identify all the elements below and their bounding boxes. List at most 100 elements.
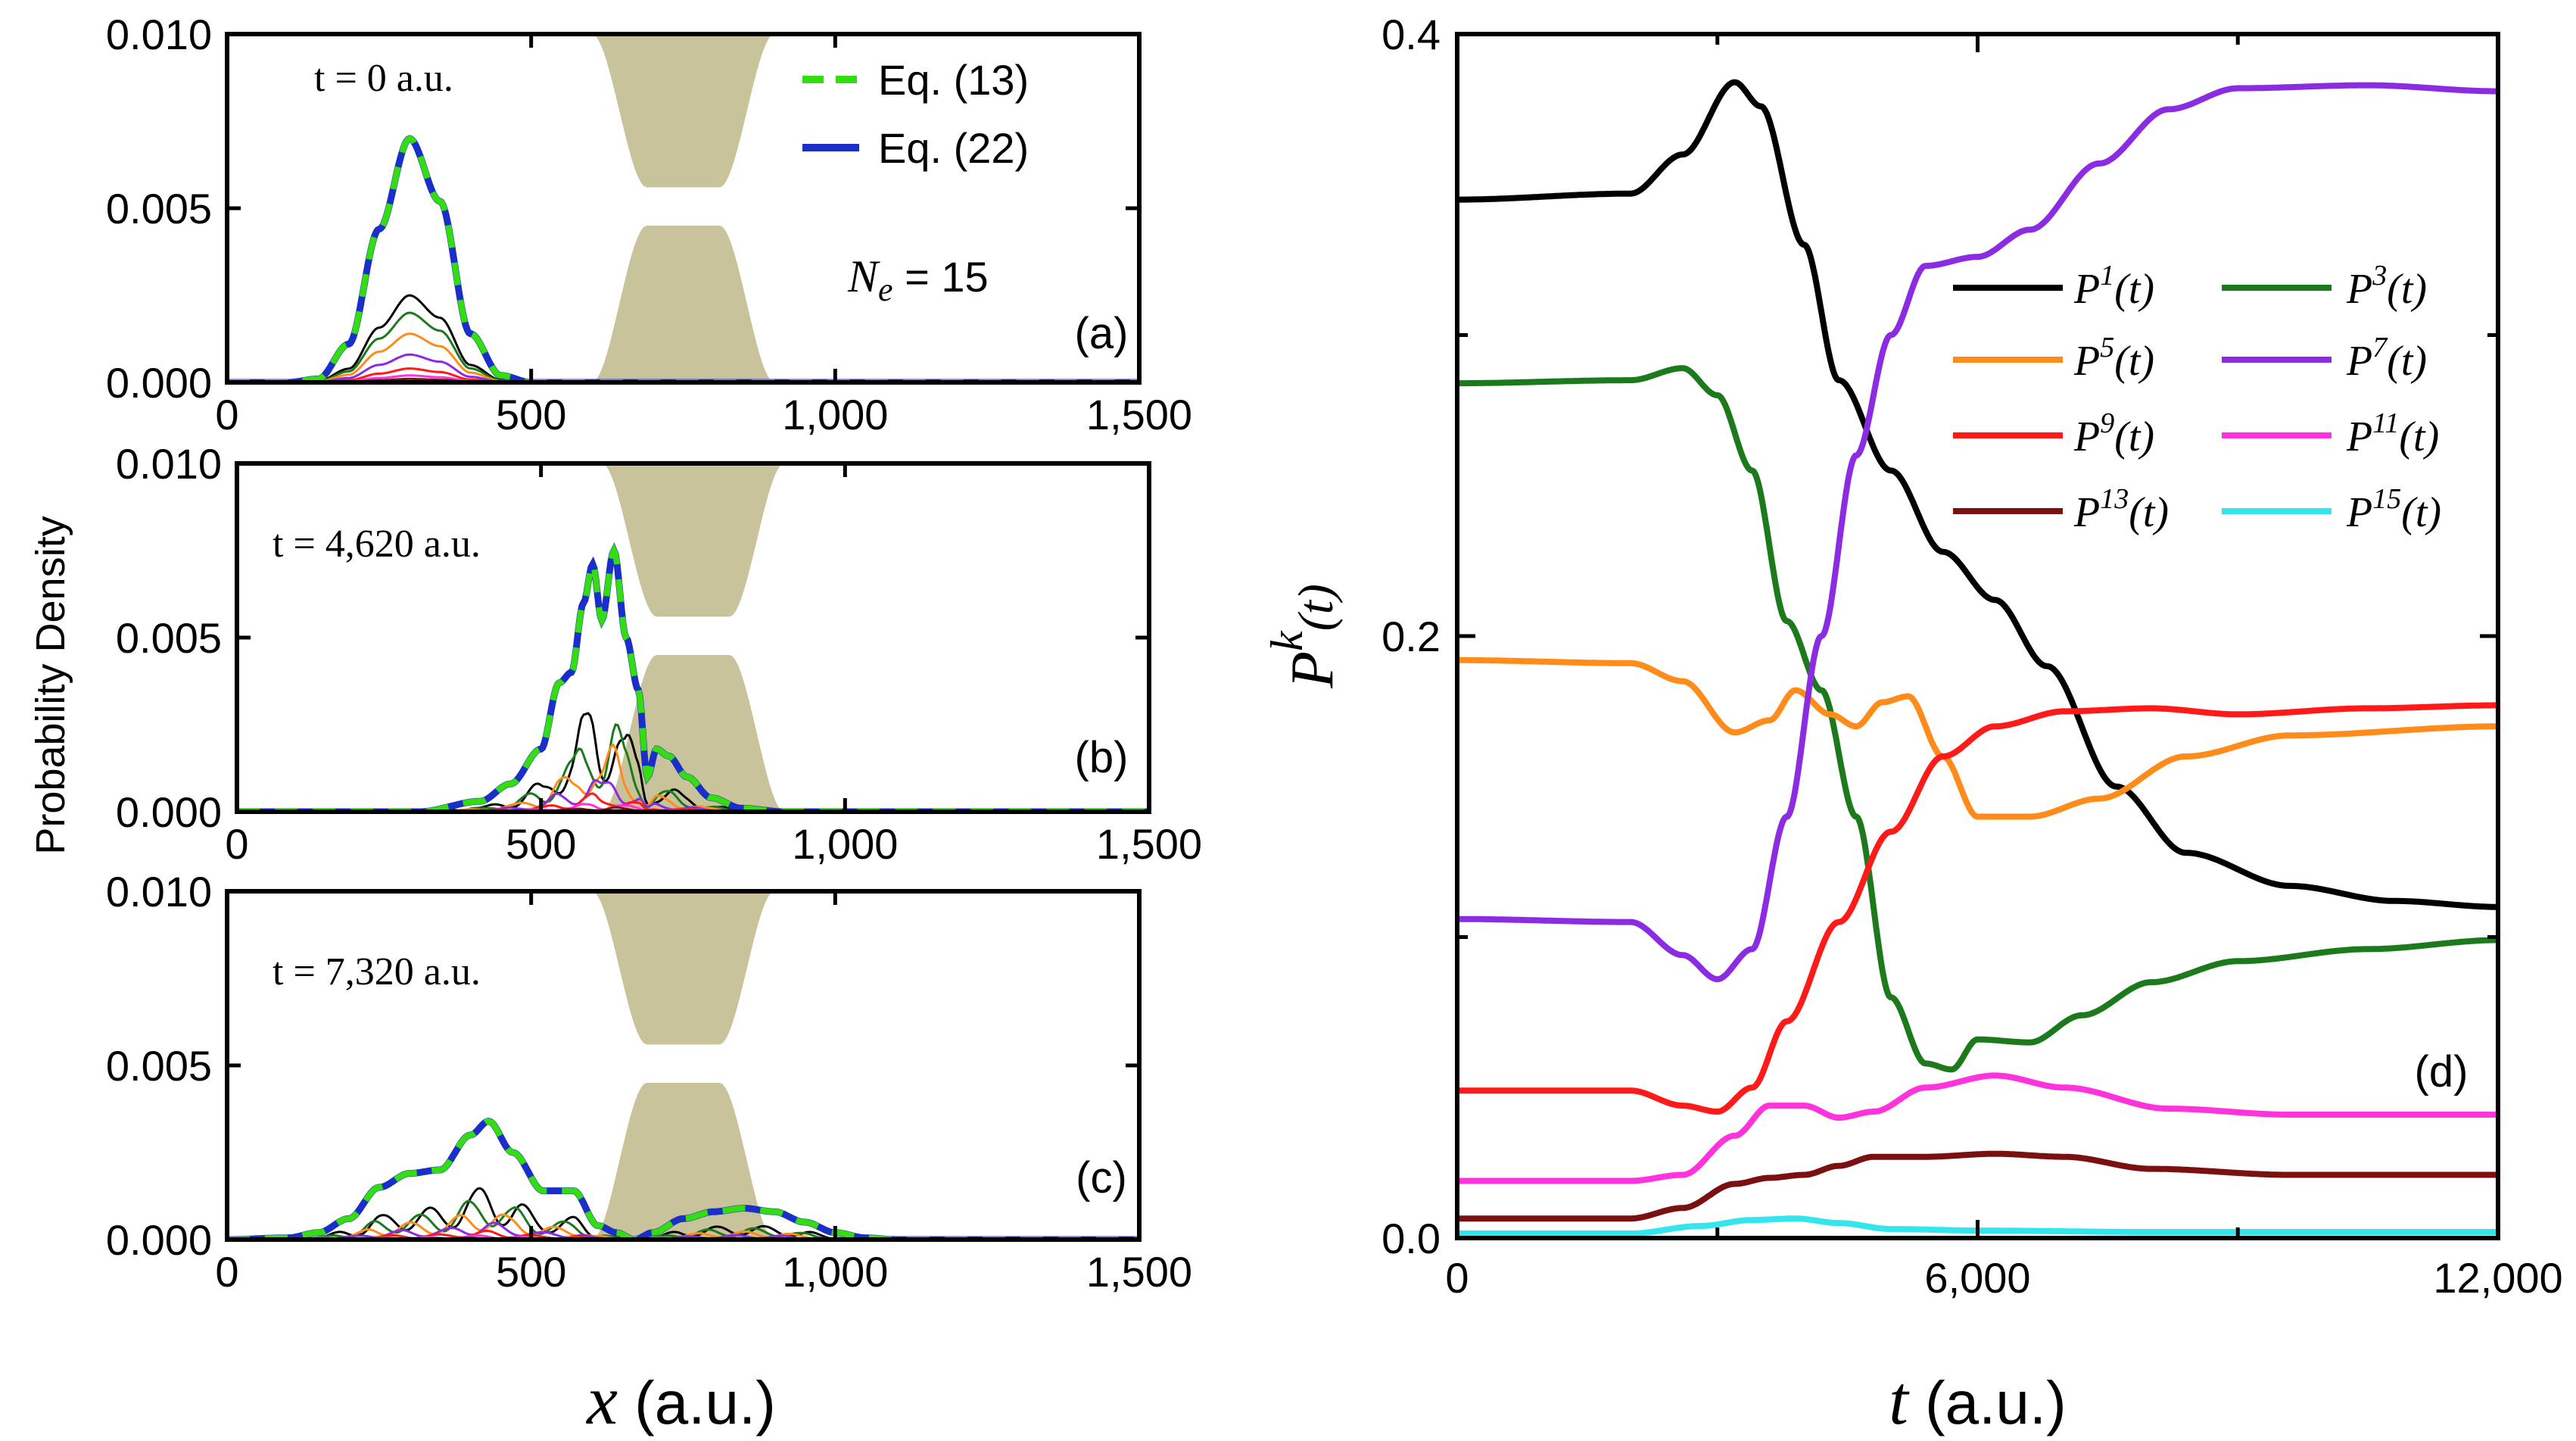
series-line-1: [1457, 79, 2498, 910]
y-tick-label: 0.010: [106, 868, 212, 915]
legend-arg: (t): [2399, 413, 2439, 460]
legend-arg: (t): [2114, 266, 2154, 313]
left-x-axis-unit: (a.u.): [618, 1369, 776, 1436]
legend-eq22-label: Eq. (22): [878, 124, 1029, 172]
barrier-upper: [594, 463, 792, 617]
legend-arg: (t): [2401, 489, 2441, 536]
eq13-curve: [227, 1118, 1139, 1240]
barrier-upper: [584, 34, 782, 188]
x-tick-label: 1,000: [782, 1248, 888, 1296]
legend-arg: (t): [2129, 489, 2169, 536]
component-curve: [237, 712, 1149, 812]
y-tick-label: 0.2: [1381, 613, 1441, 660]
legend-symbol: P: [2346, 489, 2372, 536]
barrier-upper: [584, 891, 782, 1045]
barrier-lower: [594, 655, 792, 812]
panel-letter: (c): [1076, 1153, 1127, 1202]
legend-label-11: P11(t): [2346, 407, 2439, 460]
eq22-curve: [227, 135, 1139, 382]
x-tick-label: 0: [225, 820, 248, 868]
legend-symbol: P: [2073, 489, 2100, 536]
d-y-axis-label: Pk(t): [1262, 584, 1346, 689]
x-tick-label: 500: [496, 391, 566, 438]
component-curve: [237, 778, 1149, 812]
d-x-axis-symbol: t: [1889, 1361, 1910, 1439]
legend-label-1: P1(t): [2073, 260, 2154, 313]
legend-symbol: P: [2073, 266, 2100, 313]
x-tick-label: 500: [496, 1248, 566, 1296]
legend-arg: (t): [2114, 413, 2154, 460]
series-line-5: [1457, 657, 2498, 820]
series-line-13: [1457, 1150, 2498, 1222]
legend-label-15: P15(t): [2346, 483, 2441, 536]
legend-arg: (t): [2387, 338, 2427, 385]
series-line-7: [1457, 82, 2498, 983]
legend-eq13-label: Eq. (13): [878, 56, 1029, 104]
panel-letter: (a): [1075, 309, 1129, 358]
y-tick-label: 0.005: [106, 185, 212, 232]
component-curve: [227, 294, 1139, 382]
legend-sup: 11: [2372, 407, 2399, 439]
panel-a: 0 500 1,000 1,500 0.000 0.005 0.010 t = 0 a.u. (…: [106, 11, 1192, 438]
plot-frame-d: [1455, 32, 2500, 1240]
ne-value: = 15: [893, 253, 989, 301]
component-curve: [227, 367, 1139, 382]
d-y-axis-symbol: P: [1279, 651, 1346, 689]
d-x-axis-unit: (a.u.): [1908, 1369, 2067, 1436]
legend-arg: (t): [2387, 266, 2427, 313]
x-tick-label: 1,500: [1086, 1248, 1192, 1296]
legend-label-9: P9(t): [2073, 407, 2154, 460]
component-curve: [227, 332, 1139, 382]
legend-sup: 1: [2100, 260, 2114, 292]
legend-symbol: P: [2073, 338, 2100, 385]
legend-sup: 9: [2100, 407, 2114, 439]
legend-label-13: P13(t): [2073, 483, 2169, 536]
x-tick-label: 0: [215, 391, 238, 438]
barrier-lower: [584, 226, 782, 382]
x-tick-label: 500: [506, 820, 576, 868]
panel-letter: (b): [1075, 733, 1129, 782]
legend-sup: 13: [2100, 483, 2129, 515]
x-tick-label: 0: [1445, 1254, 1469, 1302]
y-tick-label: 0.000: [116, 788, 222, 836]
legend-label-3: P3(t): [2346, 260, 2427, 313]
legend-sup: 3: [2372, 260, 2387, 292]
legend-a: Eq. (13) Eq. (22) Ne = 15: [802, 56, 1029, 308]
panel-b: 0 500 1,000 1,500 0.000 0.005 0.010 t = 4,620 a…: [116, 440, 1202, 868]
series-line-11: [1457, 1072, 2498, 1184]
y-tick-label: 0.005: [106, 1042, 212, 1090]
ne-label: Ne = 15: [847, 251, 989, 308]
legend-sup: 5: [2100, 332, 2114, 363]
component-curve: [227, 311, 1139, 382]
panels-left: 0 500 1,000 1,500 0.000 0.005 0.010 t = 0 a.u. (…: [106, 11, 1202, 1296]
y-tick-label: 0.4: [1381, 11, 1441, 58]
x-tick-label: 0: [215, 1248, 238, 1296]
component-curve: [227, 374, 1139, 382]
left-x-axis-symbol: x: [585, 1361, 618, 1439]
y-tick-label: 0.0: [1381, 1215, 1441, 1262]
legend-arg: (t): [2114, 338, 2154, 385]
legend-sup: 7: [2372, 332, 2388, 363]
y-tick-label: 0.000: [106, 1216, 212, 1264]
y-tick-label: 0.010: [116, 440, 222, 488]
x-tick-label: 1,000: [782, 391, 888, 438]
time-label: t = 7,320 a.u.: [273, 950, 481, 993]
panel-letter-d: (d): [2415, 1047, 2469, 1096]
d-y-axis-sup: k: [1262, 630, 1312, 651]
x-tick-label: 1,000: [792, 820, 898, 868]
eq13-curve: [237, 543, 1149, 812]
y-tick-label: 0.010: [106, 11, 212, 58]
time-label: t = 4,620 a.u.: [273, 522, 481, 566]
ne-symbol: N: [847, 251, 880, 301]
component-curve: [227, 1187, 1139, 1240]
legend-symbol: P: [2346, 338, 2372, 385]
y-tick-label: 0.005: [116, 614, 222, 662]
x-tick-label: 1,500: [1096, 820, 1202, 868]
series-line-9: [1457, 702, 2498, 1115]
x-tick-label: 6,000: [1924, 1254, 2030, 1302]
x-tick-label: 12,000: [2433, 1254, 2562, 1302]
legend-label-5: P5(t): [2073, 332, 2154, 385]
series-line-3: [1457, 365, 2498, 1073]
